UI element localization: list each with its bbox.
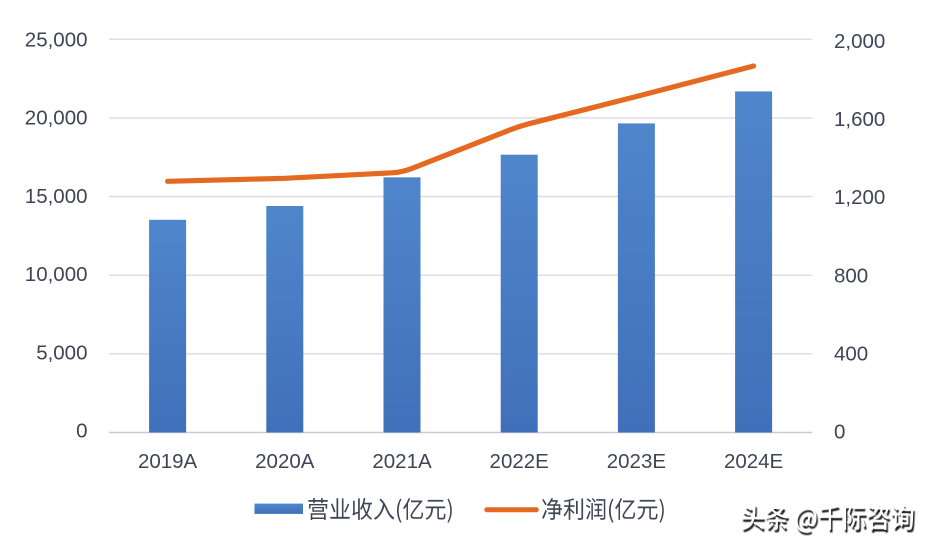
svg-text:2020A: 2020A [255, 450, 315, 473]
svg-text:2,000: 2,000 [834, 30, 885, 53]
svg-text:2024E: 2024E [724, 450, 783, 473]
svg-text:400: 400 [834, 342, 868, 365]
svg-text:800: 800 [834, 264, 868, 287]
svg-text:2021A: 2021A [372, 450, 432, 473]
svg-text:20,000: 20,000 [25, 107, 88, 130]
svg-text:5,000: 5,000 [36, 341, 87, 364]
svg-text:2023E: 2023E [607, 450, 666, 473]
svg-text:15,000: 15,000 [25, 185, 88, 208]
svg-text:0: 0 [834, 421, 845, 444]
svg-text:2019A: 2019A [138, 450, 198, 473]
svg-text:25,000: 25,000 [25, 28, 88, 51]
svg-text:0: 0 [76, 420, 87, 443]
svg-text:1,600: 1,600 [834, 108, 885, 131]
svg-text:2022E: 2022E [490, 450, 549, 473]
svg-text:10,000: 10,000 [25, 263, 88, 286]
svg-text:1,200: 1,200 [834, 186, 885, 209]
